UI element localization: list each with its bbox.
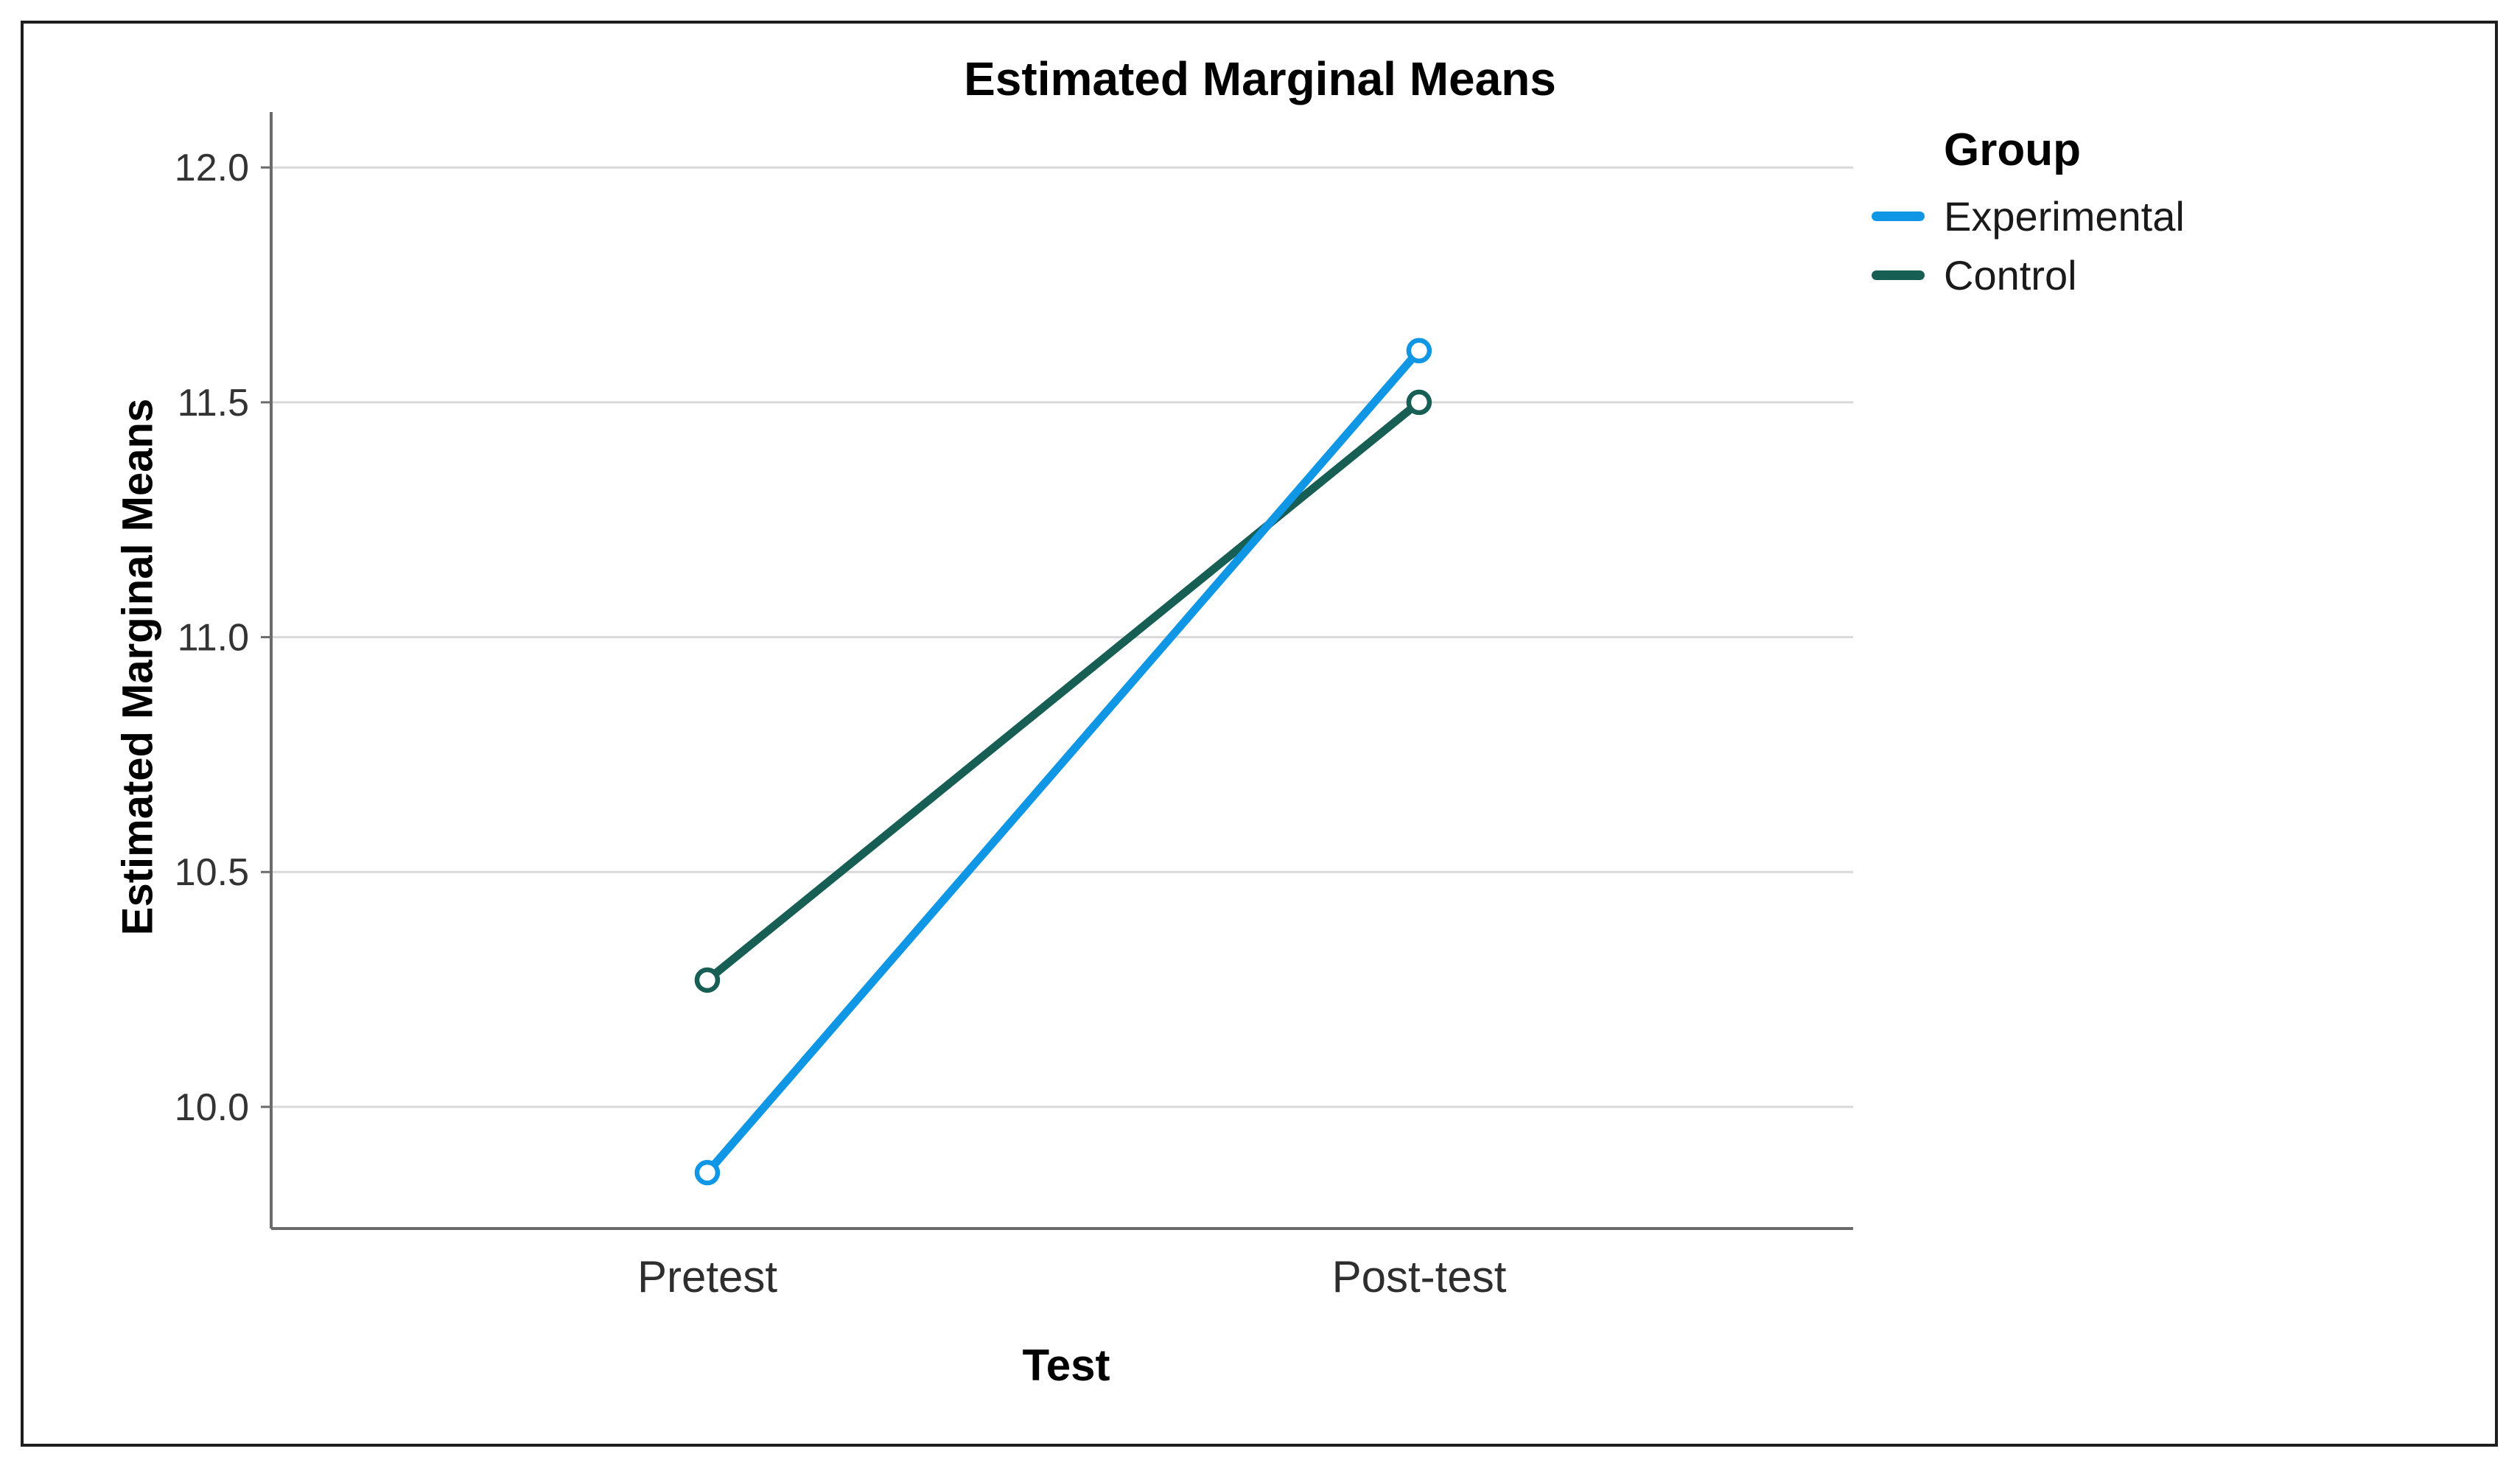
x-tick-label-pretest: Pretest xyxy=(637,1252,778,1301)
y-tick-label: 11.5 xyxy=(178,382,249,424)
experimental-line xyxy=(703,346,1424,1177)
chart-title: Estimated Marginal Means xyxy=(964,52,1556,105)
x-axis-title: Test xyxy=(1022,1341,1110,1390)
experimental-data-point-marker xyxy=(694,1159,721,1186)
x-tick-label-posttest: Post-test xyxy=(1331,1252,1507,1301)
figure-frame xyxy=(21,21,2498,1447)
y-tick-label: 11.0 xyxy=(178,617,249,660)
control-line xyxy=(703,398,1424,985)
control-data-point-marker xyxy=(1406,389,1432,416)
legend-item-experimental: Experimental xyxy=(1872,186,2185,245)
y-axis-title: Estimated Marginal Means xyxy=(113,398,162,936)
legend-label-control: Control xyxy=(1944,251,2077,298)
control-data-point-marker xyxy=(694,967,721,993)
control-line-swatch xyxy=(1872,270,1925,280)
legend-label-experimental: Experimental xyxy=(1944,192,2185,240)
legend: Group Experimental Control xyxy=(1872,124,2185,304)
legend-title: Group xyxy=(1944,125,2081,175)
legend-item-control: Control xyxy=(1872,245,2185,304)
y-tick-label: 12.0 xyxy=(175,147,249,189)
experimental-data-point-marker xyxy=(1406,338,1432,364)
experimental-line-swatch xyxy=(1872,211,1925,221)
y-tick-label: 10.0 xyxy=(175,1086,249,1129)
y-tick-label: 10.5 xyxy=(175,851,249,894)
